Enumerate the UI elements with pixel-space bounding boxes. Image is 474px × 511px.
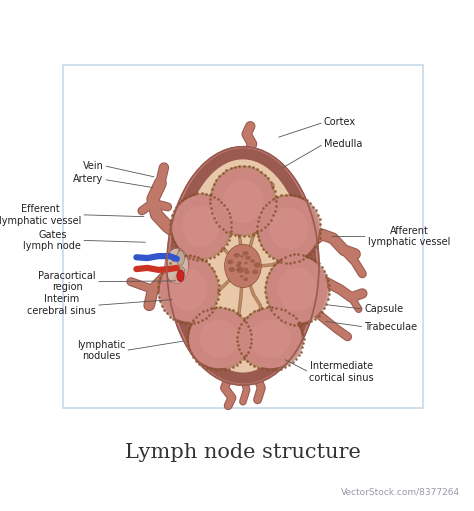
Ellipse shape xyxy=(189,309,249,368)
Text: Lymph node structure: Lymph node structure xyxy=(125,443,361,462)
Text: Paracortical
region: Paracortical region xyxy=(38,271,96,292)
Ellipse shape xyxy=(182,206,219,247)
Ellipse shape xyxy=(239,309,301,368)
Text: Efferent
lymphatic vessel: Efferent lymphatic vessel xyxy=(0,204,82,225)
Ellipse shape xyxy=(244,262,248,265)
Ellipse shape xyxy=(223,179,263,223)
Ellipse shape xyxy=(158,256,219,324)
Ellipse shape xyxy=(228,267,235,272)
Ellipse shape xyxy=(259,196,319,261)
Text: Artery: Artery xyxy=(73,174,103,184)
Ellipse shape xyxy=(187,307,251,370)
Ellipse shape xyxy=(160,257,217,322)
Text: Cortex: Cortex xyxy=(324,118,356,127)
Ellipse shape xyxy=(170,269,207,311)
FancyBboxPatch shape xyxy=(63,65,423,408)
Ellipse shape xyxy=(176,250,184,266)
Text: Capsule: Capsule xyxy=(364,304,403,314)
Ellipse shape xyxy=(165,248,189,284)
Ellipse shape xyxy=(177,270,184,282)
Ellipse shape xyxy=(167,147,319,385)
Text: VectorStock: VectorStock xyxy=(14,485,84,498)
Ellipse shape xyxy=(236,264,241,267)
Ellipse shape xyxy=(178,267,185,277)
Ellipse shape xyxy=(237,307,304,370)
Text: Medulla: Medulla xyxy=(324,139,362,149)
Ellipse shape xyxy=(237,261,242,265)
Ellipse shape xyxy=(179,158,307,374)
Text: Intermediate
cortical sinus: Intermediate cortical sinus xyxy=(309,361,374,383)
Ellipse shape xyxy=(278,268,317,311)
Ellipse shape xyxy=(210,166,276,237)
Ellipse shape xyxy=(240,275,244,277)
Text: Afferent
lymphatic vessel: Afferent lymphatic vessel xyxy=(368,226,450,247)
Text: lymphatic
nodules: lymphatic nodules xyxy=(77,340,125,361)
Ellipse shape xyxy=(200,319,238,358)
Ellipse shape xyxy=(243,251,248,256)
Text: Gates
lymph node: Gates lymph node xyxy=(23,229,82,251)
Ellipse shape xyxy=(243,277,248,281)
Ellipse shape xyxy=(269,207,309,249)
Text: ®: ® xyxy=(73,487,83,497)
Text: VectorStock.com/8377264: VectorStock.com/8377264 xyxy=(341,487,460,496)
Ellipse shape xyxy=(250,260,255,263)
Text: Trabeculae: Trabeculae xyxy=(364,322,417,332)
Ellipse shape xyxy=(172,195,229,258)
Ellipse shape xyxy=(265,254,329,325)
Ellipse shape xyxy=(170,193,231,260)
Ellipse shape xyxy=(237,269,240,271)
Ellipse shape xyxy=(237,267,245,273)
Ellipse shape xyxy=(245,270,249,274)
Ellipse shape xyxy=(254,263,261,268)
Ellipse shape xyxy=(252,270,258,274)
Text: Interim
cerebral sinus: Interim cerebral sinus xyxy=(27,294,96,316)
Ellipse shape xyxy=(244,268,248,271)
Ellipse shape xyxy=(212,168,274,235)
Ellipse shape xyxy=(225,244,261,288)
Text: Vein: Vein xyxy=(82,160,103,171)
Ellipse shape xyxy=(245,256,251,260)
Ellipse shape xyxy=(256,194,321,263)
Ellipse shape xyxy=(240,255,244,258)
Ellipse shape xyxy=(234,253,240,258)
Ellipse shape xyxy=(227,260,233,264)
Ellipse shape xyxy=(250,319,291,358)
Ellipse shape xyxy=(267,256,328,323)
